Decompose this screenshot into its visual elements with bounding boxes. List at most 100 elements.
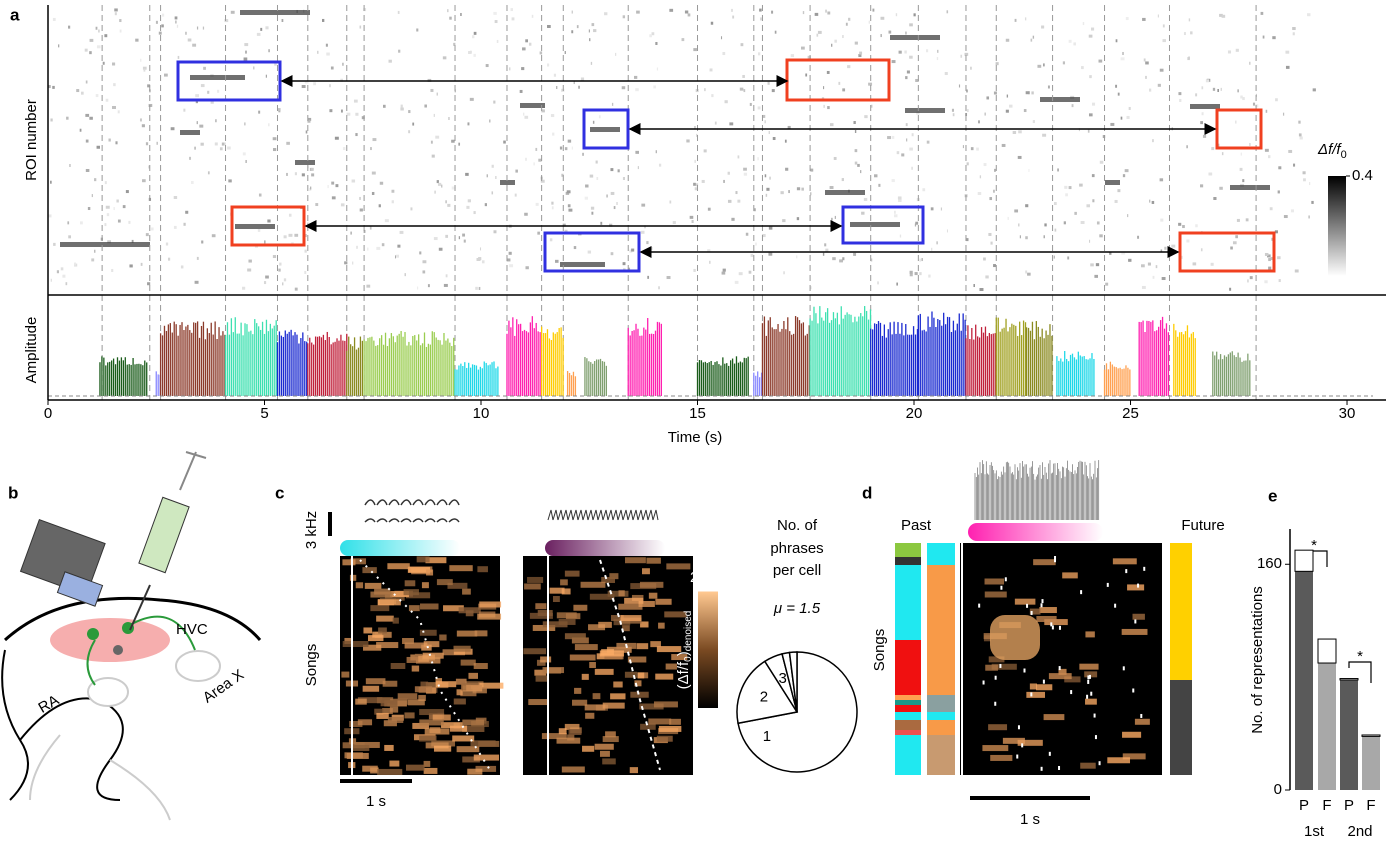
heatmap-cell (1164, 247, 1166, 250)
heatmap-cell (1265, 253, 1268, 256)
heatmap-cell (746, 233, 748, 236)
heatmap-cell (1122, 629, 1148, 635)
heatmap-cell (538, 159, 541, 162)
heatmap-cell (203, 67, 206, 70)
heatmap-cell (1201, 248, 1203, 251)
panel-label: b (8, 483, 18, 502)
heatmap-cell (985, 275, 988, 278)
heatmap-cell (536, 676, 548, 682)
heatmap-cell (1141, 264, 1145, 267)
heatmap-cell (575, 644, 598, 650)
heatmap-cell (438, 183, 441, 186)
heatmap-cell (424, 105, 427, 108)
heatmap-cell (1031, 39, 1033, 42)
heatmap-cell (989, 197, 992, 200)
heatmap-cell (973, 284, 975, 287)
heatmap-cell (107, 213, 109, 216)
heatmap-cell (279, 263, 281, 266)
heatmap-cell (1148, 263, 1151, 266)
heatmap-cell (164, 74, 168, 77)
heatmap-cell (1261, 12, 1264, 15)
heatmap-cell (1055, 229, 1057, 232)
schematic (401, 500, 411, 522)
heatmap-cell (409, 605, 420, 611)
tick (1140, 714, 1142, 718)
heatmap-cell (447, 9, 448, 12)
heatmap-cell (963, 145, 964, 148)
heatmap-streak (590, 127, 620, 132)
heatmap-cell (765, 174, 767, 177)
heatmap-cell (906, 138, 907, 141)
heatmap-cell (1203, 135, 1206, 138)
heatmap-cell (90, 39, 94, 42)
heatmap-cell (585, 704, 606, 710)
tick (1026, 604, 1028, 608)
heatmap-cell (1211, 147, 1214, 150)
heatmap-cell (98, 30, 100, 33)
heatmap-cell (524, 213, 528, 216)
heatmap-cell (568, 209, 572, 212)
heatmap-cell (1309, 182, 1310, 185)
heatmap-cell (417, 556, 430, 562)
song-strip (895, 557, 921, 565)
heatmap-cell (860, 170, 861, 173)
heatmap-cell (439, 248, 443, 251)
heatmap-cell (106, 99, 109, 102)
heatmap-cell (118, 110, 120, 113)
tick (1000, 586, 1002, 590)
heatmap-cell (899, 51, 902, 54)
heatmap-cell (937, 57, 938, 60)
heatmap-cell (1092, 199, 1094, 202)
heatmap-cell (97, 45, 101, 48)
panel-label: d (862, 483, 872, 502)
heatmap-cell (1079, 184, 1083, 187)
heatmap-cell (1129, 107, 1131, 110)
heatmap-cell (192, 44, 196, 47)
heatmap-cell (637, 643, 649, 649)
heatmap-cell (773, 137, 776, 140)
heatmap-cell (86, 169, 90, 172)
heatmap-cell (146, 233, 149, 236)
heatmap-cell (509, 252, 512, 255)
heatmap-cell (635, 151, 639, 154)
heatmap-cell (1237, 89, 1238, 92)
heatmap-cell (623, 15, 625, 18)
heatmap-cell (922, 188, 925, 191)
heatmap-cell (657, 736, 673, 742)
heatmap-cell (1007, 217, 1008, 220)
heatmap-cell (569, 729, 582, 735)
heatmap-cell (768, 82, 770, 85)
heatmap-cell (582, 153, 583, 156)
heatmap-streak (1105, 180, 1120, 185)
heatmap-cell (551, 202, 553, 205)
heatmap-cell (212, 234, 216, 237)
heatmap-cell (1242, 179, 1244, 182)
heatmap-cell (302, 173, 305, 176)
heatmap-cell (389, 60, 392, 63)
heatmap-cell (185, 32, 186, 35)
heatmap-cell (278, 269, 280, 272)
heatmap-cell (1303, 171, 1306, 174)
heatmap-cell (450, 726, 467, 732)
heatmap-cell (915, 272, 918, 275)
heatmap-cell (352, 262, 353, 265)
schematic (588, 510, 593, 520)
heatmap-cell (1030, 683, 1037, 689)
heatmap-cell (815, 13, 819, 16)
song-strip (927, 720, 955, 735)
bar-open (1362, 735, 1380, 736)
heatmap-cell (408, 699, 425, 705)
heatmap-cell (589, 29, 590, 32)
heatmap-cell (897, 151, 900, 154)
heatmap-cell (448, 117, 449, 120)
heatmap-cell (527, 577, 543, 583)
pie-label: 3 (779, 670, 787, 687)
heatmap-cell (825, 10, 827, 13)
heatmap-cell (342, 63, 343, 66)
heatmap-cell (111, 269, 113, 272)
heatmap-cell (721, 36, 722, 39)
heatmap-cell (659, 164, 661, 167)
heatmap-cell (590, 175, 593, 178)
schematic (573, 510, 578, 520)
region-label: RA (35, 692, 62, 717)
